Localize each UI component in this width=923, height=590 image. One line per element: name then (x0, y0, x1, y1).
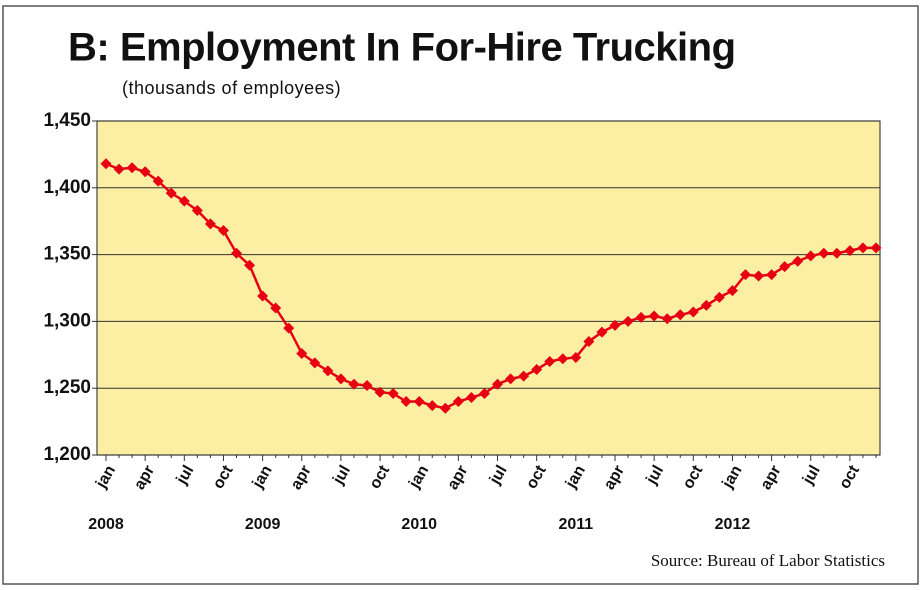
y-tick-label: 1,350 (43, 244, 91, 265)
data-point (492, 378, 504, 390)
data-point (139, 166, 151, 178)
data-point (335, 373, 347, 385)
plot-area (96, 120, 881, 456)
data-point (792, 255, 804, 267)
data-point (766, 269, 778, 281)
data-point (648, 310, 660, 322)
y-tick-label: 1,250 (43, 377, 91, 398)
data-point (322, 365, 334, 377)
data-point (622, 315, 634, 327)
data-point (518, 370, 530, 382)
data-point (661, 313, 673, 325)
data-point (217, 225, 229, 237)
data-point (700, 299, 712, 311)
data-point (687, 306, 699, 318)
data-point (635, 311, 647, 323)
data-point (426, 400, 438, 412)
year-label: 2008 (88, 516, 124, 533)
data-point (283, 322, 295, 334)
data-point (231, 247, 243, 259)
data-point (739, 269, 751, 281)
data-point (270, 302, 282, 314)
data-point (439, 402, 451, 414)
chart-title: B: Employment In For-Hire Trucking (68, 26, 736, 70)
y-tick-label: 1,200 (43, 444, 91, 465)
data-point (387, 388, 399, 400)
chart-subtitle: (thousands of employees) (122, 78, 341, 98)
data-point (309, 357, 321, 369)
data-point (113, 163, 125, 175)
year-label: 2010 (401, 516, 437, 533)
data-point (478, 388, 490, 400)
data-point (165, 187, 177, 199)
data-point (753, 270, 765, 282)
data-point (296, 347, 308, 359)
data-point (583, 335, 595, 347)
year-label: 2011 (558, 516, 593, 533)
data-point (544, 355, 556, 367)
data-point (831, 247, 843, 259)
data-point (531, 363, 543, 375)
year-label: 2012 (715, 516, 751, 533)
data-point (348, 378, 360, 390)
data-point (400, 396, 412, 408)
y-tick-label: 1,450 (43, 110, 91, 131)
data-point (204, 218, 216, 230)
data-point (726, 285, 738, 297)
data-point (191, 205, 203, 217)
data-point (505, 373, 517, 385)
data-point (870, 242, 882, 254)
data-point (818, 247, 830, 259)
data-point (713, 291, 725, 303)
data-point (126, 162, 138, 174)
data-point (857, 242, 869, 254)
data-point (100, 158, 112, 170)
data-point (178, 195, 190, 207)
data-point (374, 386, 386, 398)
data-point (465, 392, 477, 404)
data-point (844, 245, 856, 257)
data-point (609, 319, 621, 331)
data-point (596, 326, 608, 338)
data-point (152, 175, 164, 187)
data-point (452, 396, 464, 408)
data-point (413, 396, 425, 408)
data-point (674, 309, 686, 321)
y-tick-label: 1,300 (43, 310, 91, 331)
data-point (805, 250, 817, 262)
source-note: Source: Bureau of Labor Statistics (651, 551, 885, 570)
data-point (244, 259, 256, 271)
data-point (361, 380, 373, 392)
year-label: 2009 (245, 516, 281, 533)
data-point (779, 261, 791, 273)
data-point (257, 290, 269, 302)
y-tick-label: 1,400 (43, 177, 91, 198)
data-point (557, 353, 569, 365)
data-point (570, 351, 582, 363)
